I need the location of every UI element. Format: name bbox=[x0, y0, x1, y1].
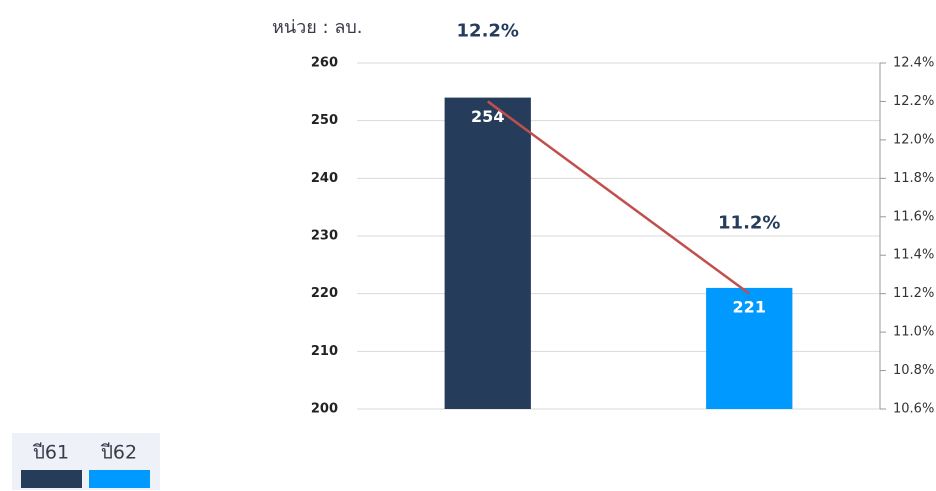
line bbox=[487, 100, 750, 295]
y-tick-label: 260 bbox=[311, 56, 338, 71]
legend-label: ปี61 bbox=[32, 442, 69, 464]
bar-value-label: 221 bbox=[733, 297, 766, 316]
y2-tick-label: 12.0% bbox=[893, 132, 934, 147]
y-tick-label: 220 bbox=[311, 286, 338, 301]
y-tick-label: 210 bbox=[311, 344, 338, 359]
y-tick-label: 200 bbox=[311, 402, 338, 417]
legend-swatch bbox=[89, 470, 150, 488]
unit-label: หน่วย : ลบ. bbox=[272, 17, 363, 38]
y2-tick-label: 12.2% bbox=[893, 94, 934, 109]
bar bbox=[706, 287, 793, 409]
y-tick-label: 230 bbox=[311, 229, 338, 244]
y2-tick-label: 11.4% bbox=[893, 248, 934, 263]
line-value-label: 12.2% bbox=[457, 20, 519, 41]
y2-tick-label: 12.4% bbox=[893, 56, 934, 71]
bar-value-label: 254 bbox=[471, 107, 504, 126]
y-tick-label: 250 bbox=[311, 113, 338, 128]
y-tick-label: 240 bbox=[311, 171, 338, 186]
legend-label: ปี62 bbox=[100, 442, 137, 464]
line-value-label: 11.2% bbox=[718, 213, 780, 234]
y2-tick-label: 11.2% bbox=[893, 286, 934, 301]
y2-tick-label: 11.6% bbox=[893, 209, 934, 224]
legend-swatch bbox=[21, 470, 82, 488]
y2-tick-label: 11.0% bbox=[893, 325, 934, 340]
bar bbox=[444, 97, 531, 409]
y2-tick-label: 10.8% bbox=[893, 363, 934, 378]
y2-tick-label: 10.6% bbox=[893, 402, 934, 417]
y2-tick-label: 11.8% bbox=[893, 171, 934, 186]
